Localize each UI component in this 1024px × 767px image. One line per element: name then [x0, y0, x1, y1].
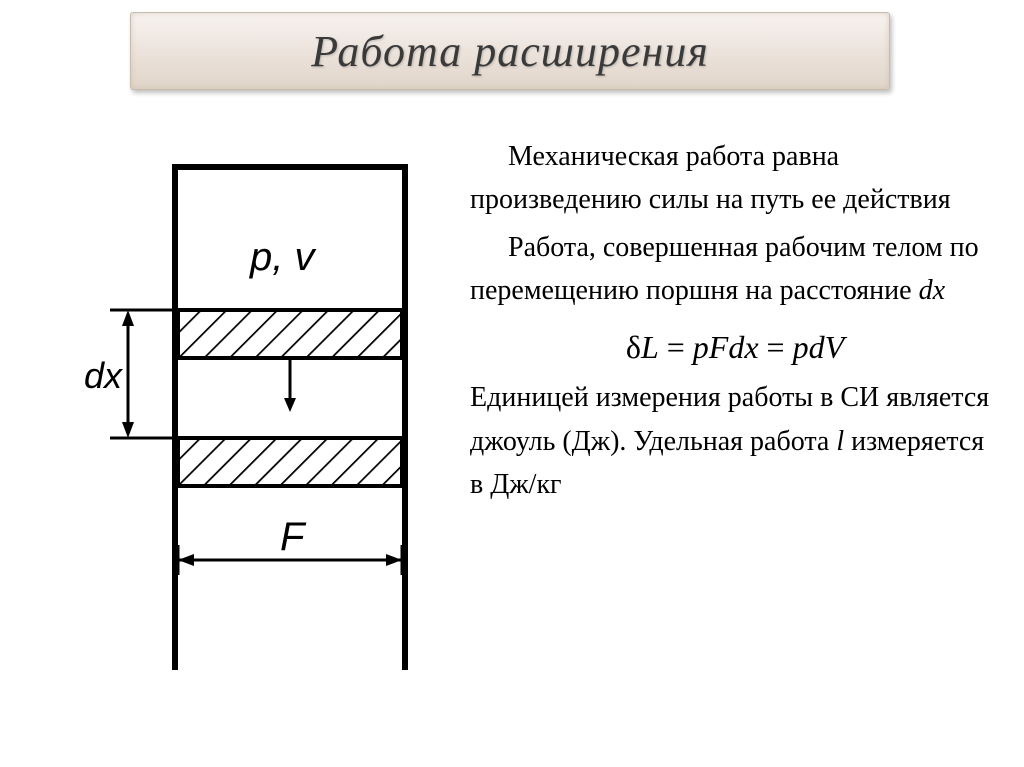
para-3: Единицей измерения работы в СИ является …	[470, 376, 1000, 506]
f-pFdx: pFdx	[693, 329, 759, 365]
piston-diagram: p, v dx F	[80, 150, 440, 690]
title-banner: Работа расширения	[130, 12, 890, 90]
f-L: L	[641, 329, 659, 365]
label-F: F	[280, 515, 307, 559]
label-dx: dx	[84, 355, 124, 396]
para-2: Работа, совершенная рабочим телом по пер…	[470, 226, 1000, 313]
f-delta: δ	[626, 329, 641, 365]
para-2-a: Работа, совершенная рабочим телом по пер…	[470, 232, 979, 306]
para-2-dx: dx	[919, 275, 945, 306]
para-3-l: l	[836, 426, 844, 457]
f-eq1: =	[659, 329, 693, 365]
f-pdV: pdV	[793, 329, 845, 365]
f-eq2: =	[759, 329, 793, 365]
body-text: Механическая работа равна произведению с…	[470, 135, 1000, 510]
slide-title: Работа расширения	[311, 26, 709, 77]
para-1: Механическая работа равна произведению с…	[470, 135, 1000, 222]
formula: δL = pFdx = pdV	[470, 323, 1000, 373]
label-pv: p, v	[249, 235, 316, 279]
